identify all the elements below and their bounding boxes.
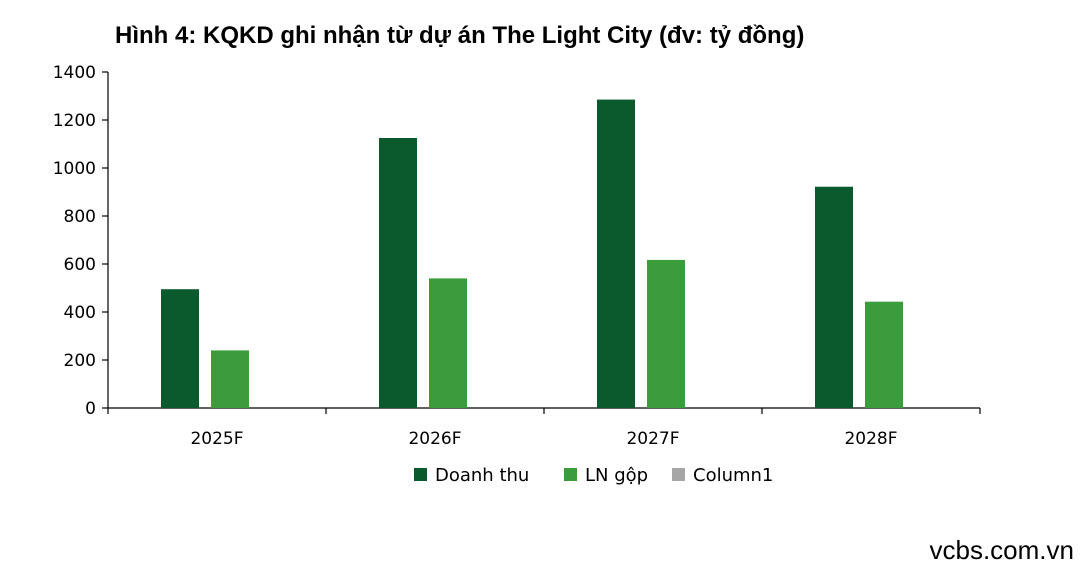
bar [379,138,417,408]
legend-swatch [414,468,427,481]
bar [815,186,853,408]
y-axis: 0 200 400 600 800 1000 1200 1400 [53,63,109,419]
chart-title: Hình 4: KQKD ghi nhận từ dự án The Light… [115,22,805,49]
y-tick-label: 200 [64,351,96,371]
y-tick-label: 800 [64,207,96,227]
legend-label: LN gộp [585,465,648,486]
x-tick-label: 2027F [626,429,679,449]
y-tick-label: 1400 [53,63,96,83]
y-tick-label: 0 [85,399,96,419]
bars [161,99,903,408]
x-axis: 2025F 2026F 2027F 2028F [107,407,981,449]
bar [429,278,467,408]
bar [161,289,199,408]
y-tick-label: 600 [64,255,96,275]
legend-label: Doanh thu [435,465,529,486]
bar [597,99,635,408]
legend-label: Column1 [693,465,773,486]
legend: Doanh thu LN gộp Column1 [414,465,773,486]
bar [865,301,903,408]
legend-swatch [672,468,685,481]
x-tick-label: 2028F [844,429,897,449]
bar [211,350,249,408]
legend-swatch [564,468,577,481]
y-tick-label: 400 [64,303,96,323]
y-tick-label: 1200 [53,111,96,131]
bar [647,259,685,408]
x-tick-label: 2025F [190,429,243,449]
y-tick-label: 1000 [53,159,96,179]
x-tick-label: 2026F [408,429,461,449]
source-label: vcbs.com.vn [929,535,1075,565]
